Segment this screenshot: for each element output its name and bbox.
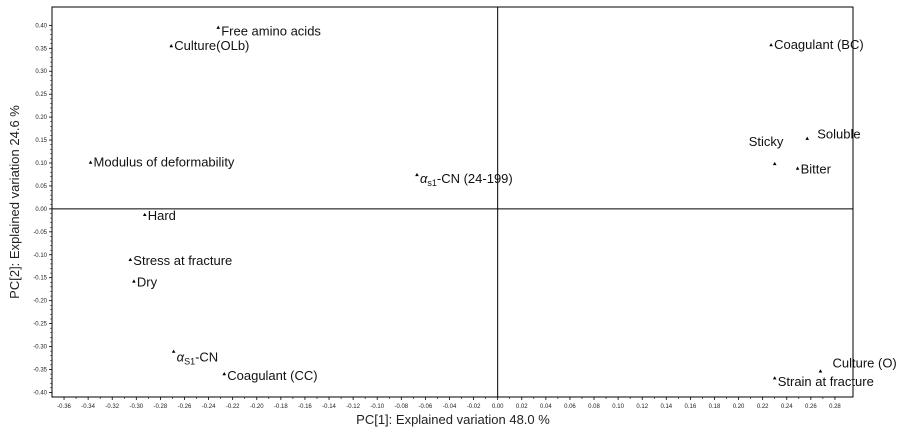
- x-tick-label: -0.30: [129, 404, 143, 410]
- data-point-marker: [818, 369, 823, 373]
- data-point-label: Dry: [137, 274, 158, 289]
- x-tick-label: -0.26: [178, 404, 192, 410]
- x-tick-label: -0.02: [467, 404, 481, 410]
- y-tick-label: 0.25: [35, 92, 47, 98]
- data-point-marker: [772, 161, 777, 166]
- data-point-marker: [772, 376, 777, 380]
- data-point-label: Hard: [148, 208, 176, 223]
- y-tick-label: 0.20: [35, 115, 47, 121]
- x-tick-label: -0.24: [202, 404, 216, 410]
- data-point-label: Culture (O): [832, 355, 896, 370]
- data-point-label: Free amino acids: [221, 24, 321, 39]
- y-tick-label: 0.15: [35, 138, 47, 144]
- data-point-marker: [415, 172, 419, 177]
- data-point-label: αs1-CN (24-199): [420, 171, 513, 188]
- x-tick-label: -0.14: [322, 404, 336, 410]
- y-tick-label: 0.30: [35, 69, 47, 75]
- data-point-marker: [169, 44, 174, 48]
- data-point-label: Bitter: [801, 162, 832, 177]
- x-tick-label: -0.20: [250, 404, 264, 410]
- x-tick-label: -0.28: [154, 404, 168, 410]
- x-tick-label: -0.22: [226, 404, 240, 410]
- data-point-label: Stress at fracture: [133, 253, 232, 268]
- y-tick-label: -0.25: [33, 322, 47, 328]
- x-tick-label: 0.14: [660, 404, 672, 410]
- data-point-label: Soluble: [817, 127, 860, 142]
- x-tick-label: 0.08: [588, 404, 600, 410]
- origin-lines: [52, 7, 853, 397]
- x-tick-label: -0.08: [394, 404, 408, 410]
- x-tick-label: -0.36: [57, 404, 71, 410]
- x-tick-label: -0.04: [443, 404, 457, 410]
- x-tick-label: 0.22: [757, 404, 769, 410]
- data-point-marker: [88, 160, 93, 164]
- y-tick-label: 0.35: [35, 46, 47, 52]
- x-tick-label: 0.04: [540, 404, 552, 410]
- data-point-label: Sticky: [749, 134, 784, 149]
- data-point-marker: [769, 43, 773, 47]
- data-point-marker: [795, 166, 800, 170]
- x-tick-label: 0.12: [636, 404, 648, 410]
- data-point-marker: [142, 212, 147, 217]
- y-tick-label: 0.00: [35, 207, 47, 213]
- x-tick-label: -0.16: [298, 404, 312, 410]
- x-tick-label: 0.02: [516, 404, 528, 410]
- y-tick-label: 0.05: [35, 184, 47, 190]
- x-tick-label: 0.10: [612, 404, 624, 410]
- data-point-label: Modulus of deformability: [94, 155, 235, 170]
- y-tick-label: 0.40: [35, 23, 47, 29]
- x-tick-label: -0.34: [81, 404, 95, 410]
- y-tick-label: -0.20: [33, 299, 47, 305]
- data-point-marker: [171, 349, 176, 353]
- plot-frame: [51, 6, 854, 398]
- y-tick-label: -0.40: [33, 390, 47, 396]
- x-tick-label: -0.06: [419, 404, 433, 410]
- x-tick-label: -0.10: [370, 404, 384, 410]
- data-point-label: Culture(OLb): [174, 38, 249, 53]
- x-tick-label: 0.26: [805, 404, 817, 410]
- x-tick-label: 0.24: [781, 404, 793, 410]
- data-point-label: Strain at fracture: [778, 374, 874, 389]
- data-point-marker: [805, 136, 810, 140]
- x-tick-label: 0.18: [709, 404, 721, 410]
- data-point-marker: [222, 372, 227, 376]
- data-point-marker: [132, 279, 136, 283]
- x-tick-label: 0.20: [733, 404, 745, 410]
- data-point-label: Coagulant (BC): [774, 37, 864, 52]
- x-tick-label: -0.32: [105, 404, 119, 410]
- y-tick-label: -0.35: [33, 367, 47, 373]
- y-tick-label: -0.15: [33, 276, 47, 282]
- y-tick-label: -0.05: [33, 230, 47, 236]
- x-tick-label: 0.16: [685, 404, 697, 410]
- y-axis-title: PC[2]: Explained variation 24.6 %: [7, 105, 22, 299]
- x-tick-label: -0.12: [346, 404, 360, 410]
- x-tick-label: -0.18: [274, 404, 288, 410]
- y-tick-label: -0.10: [33, 253, 47, 259]
- data-point-marker: [128, 257, 133, 262]
- x-tick-label: 0.06: [564, 404, 576, 410]
- x-tick-label: 0.00: [492, 404, 504, 410]
- y-tick-label: 0.10: [35, 161, 47, 167]
- data-point-label: αS1-CN: [177, 350, 219, 367]
- data-point-label: Coagulant (CC): [227, 368, 317, 383]
- y-tick-label: -0.30: [33, 345, 47, 351]
- data-point-marker: [216, 25, 221, 29]
- x-axis-title: PC[1]: Explained variation 48.0 %: [356, 412, 550, 427]
- axis-ticks: -0.36 -0.34 -0.32 -0.30 -0.28 -0.26 -0.24 -0.22…: [33, 23, 841, 410]
- x-tick-label: 0.28: [829, 404, 841, 410]
